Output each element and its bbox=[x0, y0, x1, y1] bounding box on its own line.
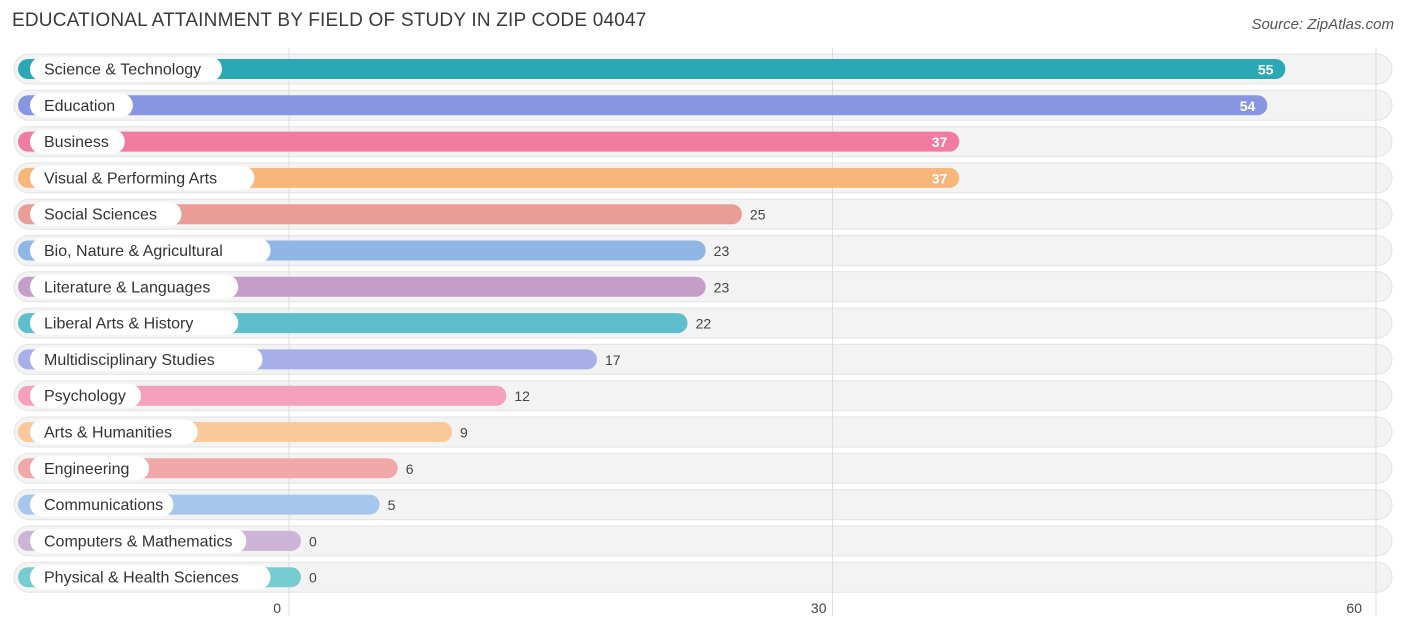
value-label: 22 bbox=[696, 316, 712, 332]
category-label: Social Sciences bbox=[44, 207, 157, 224]
category-label-pill bbox=[30, 57, 222, 81]
category-label: Bio, Nature & Agricultural bbox=[44, 243, 223, 260]
value-label: 12 bbox=[514, 388, 530, 404]
category-label: Communications bbox=[44, 497, 163, 514]
category-label-pill bbox=[30, 238, 271, 263]
category-label: Business bbox=[44, 134, 109, 151]
category-label: Computers & Mathematics bbox=[44, 533, 233, 550]
category-label-pill bbox=[30, 565, 271, 590]
chart-title: EDUCATIONAL ATTAINMENT BY FIELD OF STUDY… bbox=[12, 10, 647, 31]
x-axis: 0 30 60 bbox=[273, 600, 1362, 616]
value-label: 0 bbox=[309, 533, 317, 549]
x-tick-label: 60 bbox=[1346, 600, 1362, 616]
bar bbox=[18, 131, 960, 152]
category-label: Liberal Arts & History bbox=[44, 316, 193, 333]
category-label: Visual & Performing Arts bbox=[44, 170, 217, 187]
category-label-pill bbox=[30, 383, 141, 408]
value-label: 0 bbox=[309, 570, 317, 586]
category-label-pill bbox=[30, 165, 255, 190]
bar bbox=[18, 95, 1268, 116]
category-label-pill bbox=[30, 420, 198, 444]
row-track bbox=[13, 561, 1393, 593]
category-label: Psychology bbox=[44, 388, 126, 405]
category-label-pill bbox=[30, 456, 150, 481]
category-label-pill bbox=[30, 129, 125, 154]
category-label: Engineering bbox=[44, 461, 129, 478]
bar bbox=[18, 167, 960, 188]
value-label: 37 bbox=[932, 170, 948, 186]
value-label: 37 bbox=[932, 134, 948, 150]
category-label: Education bbox=[44, 98, 115, 115]
category-label: Multidisciplinary Studies bbox=[44, 352, 215, 369]
value-label: 17 bbox=[605, 352, 621, 368]
category-label-pill bbox=[30, 93, 133, 118]
value-label: 9 bbox=[460, 425, 468, 441]
value-label: 23 bbox=[714, 243, 730, 259]
category-label: Literature & Languages bbox=[44, 279, 210, 296]
bar bbox=[18, 204, 742, 225]
bar bbox=[18, 59, 1286, 79]
category-label: Physical & Health Sciences bbox=[44, 570, 239, 587]
category-label-pill bbox=[30, 311, 239, 336]
value-label: 55 bbox=[1258, 62, 1274, 78]
row-track bbox=[13, 525, 1393, 557]
value-label: 5 bbox=[388, 497, 396, 513]
x-tick-label: 30 bbox=[811, 600, 827, 616]
category-label: Science & Technology bbox=[44, 62, 201, 79]
bar bbox=[18, 385, 507, 406]
value-label: 23 bbox=[714, 279, 730, 295]
category-label-pill bbox=[30, 492, 174, 517]
x-tick-label: 0 bbox=[273, 600, 281, 616]
category-label-pill bbox=[30, 202, 182, 227]
category-label-pill bbox=[30, 528, 247, 553]
category-label-pill bbox=[30, 274, 239, 299]
value-label: 6 bbox=[406, 461, 414, 477]
value-label: 25 bbox=[750, 207, 766, 223]
category-label: Arts & Humanities bbox=[44, 425, 172, 442]
value-label: 54 bbox=[1240, 98, 1256, 114]
bars: Science & Technology 55 Education 54 Busines… bbox=[18, 57, 1286, 590]
chart-source: Source: ZipAtlas.com bbox=[1251, 16, 1394, 33]
category-label-pill bbox=[30, 347, 263, 372]
